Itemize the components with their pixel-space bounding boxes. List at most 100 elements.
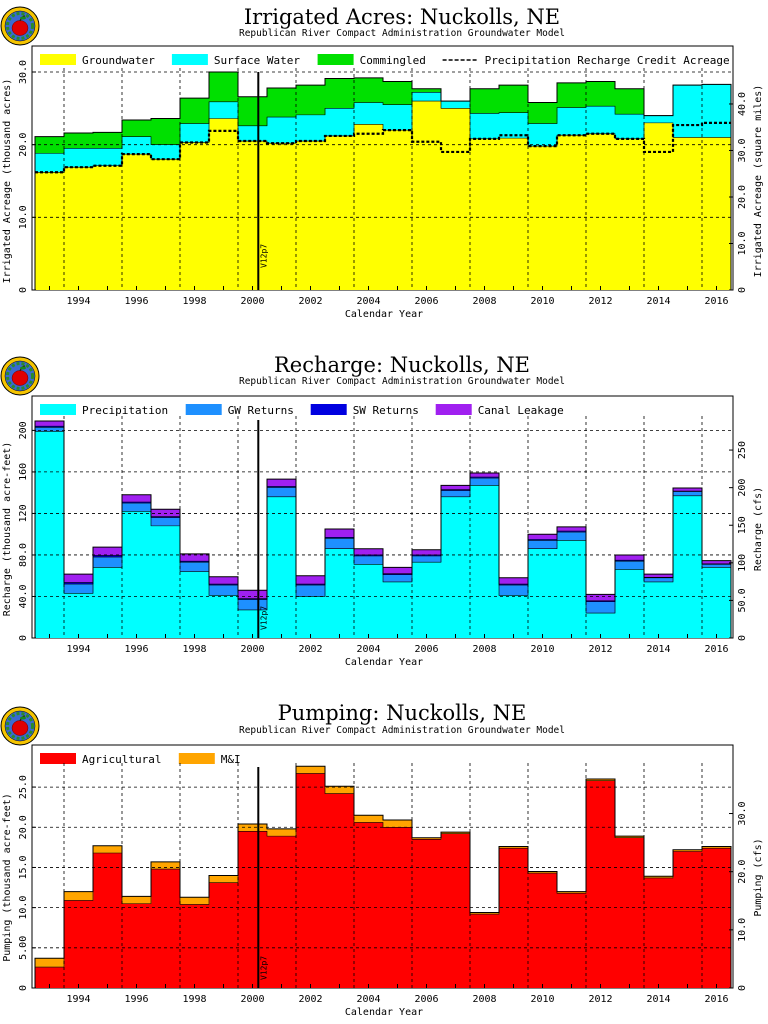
y-axis-left: 0 10.0 20.0 30.0	[18, 60, 36, 293]
grid	[32, 416, 733, 638]
series-canal_leakage	[35, 421, 732, 601]
bar-sw_returns-2001	[267, 486, 297, 488]
tick-label-x: 2000	[240, 644, 264, 655]
bar-sw_returns-2007	[441, 489, 471, 491]
bar-agricultural-2012	[586, 780, 616, 988]
stack-outline	[34, 71, 732, 290]
chart-title: Recharge: Nuckolls, NE	[274, 353, 530, 377]
legend-swatch	[178, 753, 215, 764]
bar-sw_returns-2006	[412, 554, 442, 556]
tick-label-x: 1994	[66, 644, 90, 655]
tick-label-y: 5.00	[18, 936, 29, 960]
apple-logo-0	[0, 6, 40, 46]
tick-label-y: 15.0	[18, 855, 29, 879]
bar-precipitation-1993	[35, 431, 65, 638]
bar-canal_leakage-1998	[180, 553, 210, 562]
series-mi	[35, 766, 732, 968]
bar-gw_returns-2016	[702, 564, 732, 568]
bar-groundwater-2010	[528, 146, 558, 290]
bar-precipitation-1995	[93, 567, 123, 638]
x-axis-label: Calendar Year	[345, 1007, 423, 1018]
tick-label-x: 2004	[356, 644, 380, 655]
bar-surface_water-2005	[383, 104, 413, 131]
y-axis-label-right: Recharge (cfs)	[753, 487, 764, 571]
tick-label-x: 2004	[356, 994, 380, 1005]
bar-surface_water-1999	[209, 101, 239, 119]
bar-agricultural-2015	[673, 851, 703, 988]
bar-groundwater-2006	[412, 101, 442, 290]
tick-label-y2: 150	[737, 516, 748, 534]
bar-commingled-2011	[557, 82, 587, 108]
bar-precipitation-2013	[615, 569, 645, 638]
bar-precipitation-2000	[238, 609, 268, 638]
tick-label-y: 200	[18, 421, 29, 439]
tick-label-y2: 0	[737, 985, 748, 991]
bar-precipitation-2016	[702, 567, 732, 638]
bar-surface_water-2009	[499, 112, 529, 139]
bar-gw_returns-2008	[470, 478, 500, 486]
legend-label: GW Returns	[228, 404, 294, 417]
bar-gw_returns-2002	[296, 585, 326, 597]
bar-sw_returns-2010	[528, 539, 558, 541]
bar-sw_returns-1998	[180, 561, 210, 563]
tick-label-y2: 40.0	[737, 92, 748, 116]
tick-label-y: 30.0	[18, 60, 29, 84]
series-groundwater	[35, 101, 732, 290]
marker-label: V12p7	[259, 956, 268, 980]
bar-canal_leakage-2012	[586, 594, 616, 601]
bar-groundwater-1995	[93, 165, 123, 290]
apple-logo-2	[0, 706, 40, 746]
logo-apple	[11, 720, 29, 736]
bar-groundwater-2009	[499, 138, 529, 290]
bar-surface_water-2007	[441, 101, 471, 109]
y-axis-label: Pumping (thousand acre-feet)	[2, 793, 13, 962]
bar-surface_water-1997	[151, 144, 181, 160]
bar-canal_leakage-2001	[267, 479, 297, 487]
tick-label-x: 2016	[704, 994, 728, 1005]
tick-label-x: 1994	[66, 296, 90, 307]
bar-sw_returns-1999	[209, 584, 239, 586]
grid	[32, 763, 733, 988]
bar-commingled-2002	[296, 85, 326, 115]
tick-label-y2: 100	[737, 554, 748, 572]
tick-label-y2: 0	[737, 287, 748, 293]
bar-surface_water-2001	[267, 117, 297, 144]
bar-agricultural-2004	[354, 822, 384, 988]
bar-gw_returns-2011	[557, 532, 587, 541]
bar-commingled-1994	[64, 133, 94, 149]
tick-label-x: 1996	[124, 994, 148, 1005]
bar-groundwater-2011	[557, 135, 587, 290]
bar-precipitation-2009	[499, 595, 529, 638]
bar-surface_water-2000	[238, 125, 268, 142]
bar-groundwater-2000	[238, 141, 268, 290]
bar-surface_water-2015	[673, 85, 703, 138]
bar-groundwater-2001	[267, 143, 297, 290]
bar-gw_returns-2009	[499, 585, 529, 596]
tick-label-y: 0	[18, 287, 29, 293]
bar-canal_leakage-2015	[673, 487, 703, 492]
bar-mi-2010	[528, 871, 558, 874]
bar-commingled-2003	[325, 78, 355, 109]
bar-sw_returns-1993	[35, 426, 65, 428]
bar-mi-2004	[354, 815, 384, 823]
boundary-agricultural	[35, 773, 731, 968]
tick-label-x: 2016	[704, 644, 728, 655]
y-axis-label: Recharge (thousand acre-feet)	[2, 442, 13, 617]
bar-surface_water-2014	[644, 115, 674, 123]
tick-label-y: 80.0	[18, 543, 29, 567]
legend-swatch	[40, 753, 76, 764]
tick-label-y2: 10.0	[737, 918, 748, 942]
bar-mi-2012	[586, 779, 616, 781]
bar-canal_leakage-2013	[615, 554, 645, 561]
y-axis-label: Irrigated Acreage (thousand acres)	[2, 79, 13, 284]
tick-label-x: 2008	[472, 994, 496, 1005]
bar-precipitation-1998	[180, 571, 210, 638]
bar-gw_returns-1996	[122, 503, 152, 512]
grid	[32, 68, 733, 290]
bar-canal_leakage-1997	[151, 509, 181, 517]
bar-groundwater-2015	[673, 137, 703, 290]
logo-leaf	[20, 366, 26, 370]
bar-groundwater-2005	[383, 130, 413, 290]
y-axis-right: 0 10.0 20.0 30.0	[729, 801, 748, 991]
bar-mi-2007	[441, 832, 471, 834]
